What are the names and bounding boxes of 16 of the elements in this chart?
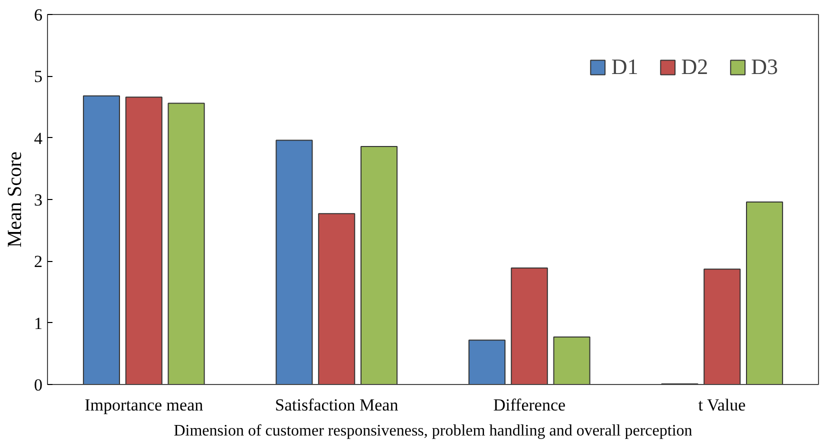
- y-tick-label: 2: [34, 252, 42, 272]
- x-tick-label: t Value: [698, 396, 746, 414]
- x-tick-label: Satisfaction Mean: [275, 396, 399, 414]
- legend-label: D1: [611, 54, 638, 80]
- y-tick-label: 6: [34, 6, 42, 24]
- x-tick-label: Importance mean: [84, 396, 204, 414]
- x-tick-label: Difference: [493, 396, 566, 414]
- y-tick-label: 3: [34, 190, 42, 210]
- legend-label: D3: [751, 54, 778, 80]
- y-tick-label: 4: [34, 128, 43, 148]
- y-tick-label: 1: [34, 314, 42, 333]
- y-tick-label: 5: [34, 67, 42, 86]
- legend-label: D2: [681, 54, 708, 80]
- x-axis-title: Dimension of customer responsiveness, problem handling and overall perception: [174, 422, 692, 440]
- y-axis-title: Mean Score: [4, 151, 26, 248]
- y-tick-label: 0: [34, 376, 42, 394]
